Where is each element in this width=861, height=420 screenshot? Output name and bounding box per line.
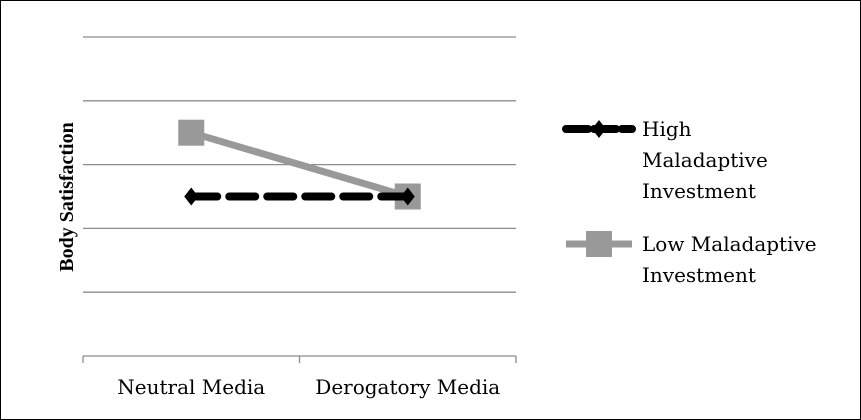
- data-point-1: [178, 120, 204, 146]
- legend: High Maladaptive Investment Low Maladaptive…: [566, 117, 817, 287]
- legend-label-0: High Maladaptive Investment: [642, 117, 768, 203]
- x-axis: [83, 356, 516, 363]
- data-point-0: [184, 188, 198, 206]
- x-tick-labels: Neutral Media Derogatory Media: [117, 375, 500, 399]
- x-tick-label: Derogatory Media: [315, 375, 500, 399]
- y-axis-label: Body Satisfaction: [56, 122, 78, 271]
- x-tick-label: Neutral Media: [117, 375, 265, 399]
- legend-label-1: Low Maladaptive Investment: [642, 232, 817, 287]
- legend-marker-1: [586, 231, 612, 257]
- legend-marker-0: [592, 120, 606, 138]
